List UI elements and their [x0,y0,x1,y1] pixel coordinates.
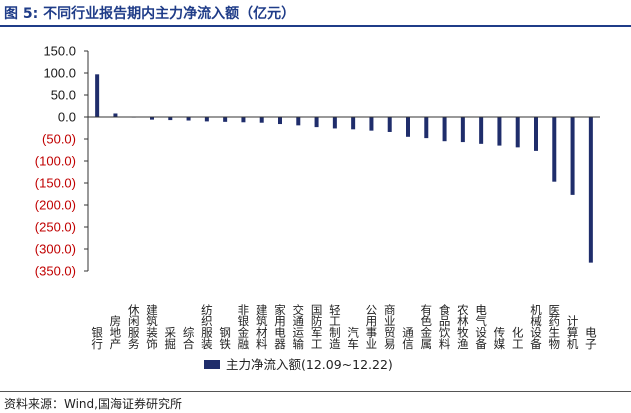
y-tick-label: (250.0) [35,220,76,235]
x-tick-label: 非银金融 [238,303,250,351]
y-tick-label: (100.0) [35,154,76,169]
x-tick-label: 化工 [512,326,524,351]
bar-18 [406,117,410,137]
x-tick-label: 建筑装饰 [146,303,158,351]
x-axis: 银行房地产休闲服务建筑装饰采掘综合纺织服装钢铁非银金融建筑材料家用电器交通运输国… [88,116,600,351]
bar-24 [515,117,520,148]
bar-20 [442,117,447,142]
x-tick-label: 交通运输 [293,303,305,351]
x-tick-label: 纺织服装 [201,303,213,351]
bar-14 [332,117,337,129]
bar-15 [351,117,356,130]
x-tick-label: 家用电器 [274,303,286,351]
figure-title: 图 5: 不同行业报告期内主力净流入额（亿元） [4,6,296,22]
y-tick-label: (50.0) [42,132,76,147]
bar-27 [570,117,575,195]
x-tick-label: 公用事业 [366,303,378,351]
bar-7 [204,117,209,122]
y-tick-label: (200.0) [35,198,76,213]
x-tick-label: 电气设备 [475,303,487,351]
y-tick-label: 50.0 [51,88,76,103]
x-tick-label: 钢铁 [219,326,231,351]
bar-1 [95,74,100,117]
bar-23 [497,117,502,146]
y-tick-label: 100.0 [43,66,76,81]
bar-12 [296,117,301,126]
bar-9 [241,117,246,123]
y-tick-label: (150.0) [35,176,76,191]
x-tick-label: 国防军工 [311,303,323,351]
y-tick-label: (300.0) [35,242,76,257]
bar-28 [588,117,593,263]
y-tick-label: 0.0 [58,110,76,125]
bar-17 [387,117,392,132]
legend-label: 主力净流入额(12.09~12.22) [226,357,393,372]
x-tick-label: 食品饮料 [439,303,451,351]
bar-series [95,74,593,263]
x-tick-label: 有色金属 [421,303,433,351]
bar-16 [369,117,374,131]
x-tick-label: 房地产 [110,314,122,351]
x-tick-label: 传媒 [494,326,506,351]
bar-21 [460,117,465,143]
bar-25 [534,117,538,151]
bar-11 [278,117,282,125]
bar-19 [424,117,429,139]
y-tick-label: (350.0) [35,264,76,279]
x-tick-label: 计算机 [567,314,579,351]
source-note: 资料来源：Wind,国海证券研究所 [4,397,182,411]
bar-22 [479,117,484,144]
x-tick-label: 电子 [585,326,597,351]
bar-10 [259,117,264,123]
x-tick-label: 休闲服务 [128,303,140,351]
x-tick-label: 通信 [402,326,414,351]
title-rule [0,25,631,27]
bar-2 [113,113,118,117]
source-rule [0,391,631,392]
y-tick-label: 150.0 [43,44,76,59]
x-tick-label: 银行 [91,326,103,351]
bar-6 [186,117,191,121]
x-tick-label: 轻工制造 [329,303,341,351]
bar-8 [223,117,228,122]
legend-swatch [204,360,220,369]
bar-4 [150,117,154,120]
x-tick-label: 机械设备 [530,303,542,351]
x-tick-label: 采掘 [165,326,177,351]
x-tick-label: 医药生物 [549,303,561,351]
y-axis: 150.0 100.0 50.0 0.0 (50.0) (100.0) (150.0) (20… [35,44,89,279]
x-tick-label: 汽车 [347,326,359,351]
x-tick-label: 综合 [183,326,195,351]
x-tick-label: 建筑材料 [256,303,268,351]
x-tick-label: 农林牧渔 [457,303,469,351]
bar-26 [552,117,557,182]
legend: 主力净流入额(12.09~12.22) [204,357,393,372]
bar-5 [168,117,173,121]
bar-13 [314,117,319,128]
x-tick-label: 商业贸易 [384,303,396,351]
